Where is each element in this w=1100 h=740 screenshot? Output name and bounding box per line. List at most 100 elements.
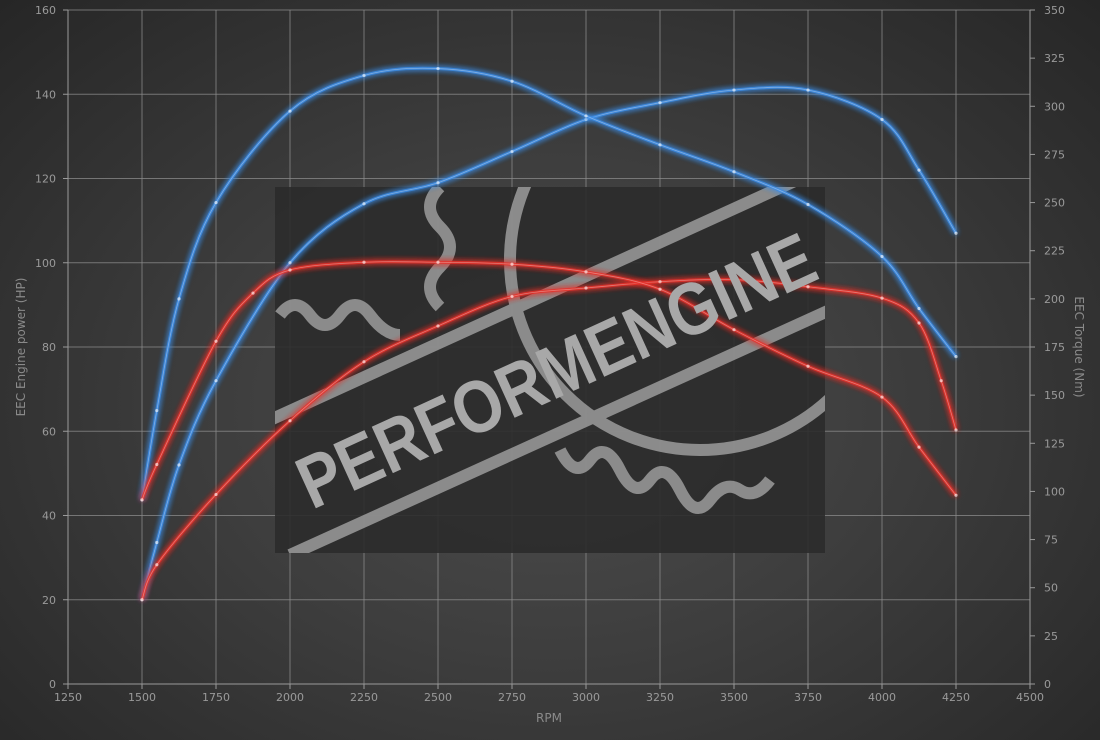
tuned-power-point (732, 88, 736, 92)
stock-torque-point (140, 498, 144, 502)
y-right-tick-label: 75 (1044, 534, 1058, 547)
tuned-power-point (954, 231, 958, 235)
y-left-tick-label: 80 (42, 341, 56, 354)
x-tick-label: 3750 (794, 691, 822, 704)
tuned-torque-point (954, 355, 958, 359)
tuned-power-line-highlight (141, 86, 957, 600)
stock-torque-point (251, 291, 255, 295)
tuned-torque-point (155, 408, 159, 413)
y-right-tick-label: 325 (1044, 52, 1065, 65)
stock-power-point (584, 286, 588, 290)
x-tick-label: 1750 (202, 691, 230, 704)
axes: 1250 1500 1750 2000 2250 2500 2750 3000 3250 3500… (35, 4, 1065, 704)
y-right-tick-label: 275 (1044, 148, 1065, 161)
y-left-tick-label: 100 (35, 257, 56, 270)
x-axis-title: RPM (536, 711, 562, 725)
x-tick-label: 4000 (868, 691, 896, 704)
stock-torque-point (436, 260, 440, 264)
tuned-torque-point (917, 306, 921, 311)
stock-torque-point (584, 270, 588, 274)
x-tick-label: 2250 (350, 691, 378, 704)
tuned-torque-point (880, 254, 884, 259)
x-tick-label: 3000 (572, 691, 600, 704)
tuned-torque-point (362, 73, 366, 78)
y-right-tick-label: 225 (1044, 245, 1065, 258)
stock-power-point (939, 379, 943, 383)
y-left-tick-label: 40 (42, 510, 56, 523)
stock-power-point (917, 321, 921, 325)
x-tick-label: 2000 (276, 691, 304, 704)
performengine-watermark-logo (275, 187, 825, 553)
tuned-torque-point (658, 143, 662, 147)
y-left-tick-label: 0 (49, 678, 56, 691)
stock-torque-series (140, 260, 958, 502)
stock-power-point (806, 285, 810, 289)
tuned-power-series (140, 85, 958, 602)
tuned-power-point (917, 168, 921, 172)
y-right-tick-label: 150 (1044, 389, 1065, 402)
x-tick-label: 1500 (128, 691, 156, 704)
stock-power-point (510, 294, 514, 299)
tuned-power-point (880, 117, 884, 122)
y-right-tick-label: 0 (1044, 678, 1051, 691)
stock-power-point (362, 360, 366, 364)
y-right-tick-label: 100 (1044, 485, 1065, 498)
tuned-power-point (510, 149, 514, 154)
y-left-tick-label: 20 (42, 594, 56, 607)
tuned-torque-line (140, 66, 958, 501)
y-right-tick-label: 50 (1044, 582, 1058, 595)
stock-power-point (732, 278, 736, 282)
stock-torque-point (917, 445, 921, 449)
y-left-tick-label: 120 (35, 173, 56, 186)
tuned-torque-point (436, 66, 440, 71)
stock-torque-point (510, 262, 514, 266)
tuned-torque-series (140, 66, 958, 502)
x-tick-label: 3500 (720, 691, 748, 704)
y-left-tick-label: 60 (42, 425, 56, 438)
y-right-tick-label: 350 (1044, 4, 1065, 17)
tuned-power-point (288, 261, 292, 265)
x-tick-label: 4250 (942, 691, 970, 704)
tuned-torque-point (177, 297, 181, 301)
x-tick-label: 1250 (54, 691, 82, 704)
y-right-tick-label: 125 (1044, 437, 1065, 450)
series-layer (140, 66, 958, 602)
stock-torque-point (288, 268, 292, 272)
y-left-tick-label: 140 (35, 88, 56, 101)
tuned-torque-point (584, 114, 588, 118)
y-right-tick-label: 200 (1044, 293, 1065, 306)
stock-power-point (288, 419, 292, 423)
y-right-tick-label: 250 (1044, 197, 1065, 210)
stock-power-point (658, 280, 662, 284)
stock-power-point (880, 296, 884, 300)
tuned-power-point (806, 88, 810, 92)
tuned-power-point (658, 101, 662, 105)
x-tick-label: 2750 (498, 691, 526, 704)
x-tick-label: 3250 (646, 691, 674, 704)
stock-power-line-highlight (141, 278, 957, 600)
tuned-torque-point (214, 200, 218, 205)
tuned-power-point (584, 117, 588, 122)
stock-torque-point (362, 260, 366, 264)
tuned-power-point (155, 540, 159, 545)
y-right-tick-label: 25 (1044, 630, 1058, 643)
stock-power-line (140, 277, 958, 601)
tuned-torque-point (288, 109, 292, 113)
y-right-tick-label: 175 (1044, 341, 1065, 354)
x-tick-label: 2500 (424, 691, 452, 704)
stock-torque-point (658, 287, 662, 291)
stock-torque-point (732, 328, 736, 332)
tuned-power-point (177, 463, 181, 467)
x-tick-label: 4500 (1016, 691, 1044, 704)
stock-power-point (214, 492, 218, 497)
stock-power-point (140, 598, 144, 602)
tuned-power-point (214, 379, 218, 383)
y-right-axis-title: EEC Torque (Nm) (1072, 296, 1086, 397)
y-left-axis-title: EEC Engine power (HP) (14, 278, 28, 417)
stock-torque-point (155, 462, 159, 467)
stock-torque-point (806, 364, 810, 368)
tuned-power-point (362, 202, 366, 206)
stock-torque-point (214, 339, 218, 343)
tuned-torque-point (510, 79, 514, 83)
